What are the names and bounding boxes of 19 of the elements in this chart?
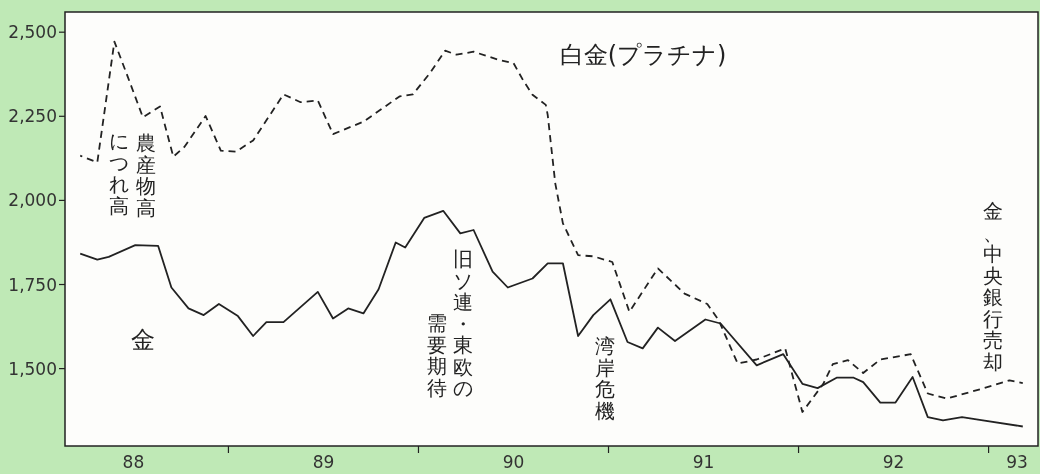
annotation: 湾岸危機 <box>595 334 615 423</box>
y-tick-label: 2,250 <box>8 106 57 127</box>
y-tick-label: 1,500 <box>8 358 57 379</box>
x-tick-label: 93 <box>1006 452 1028 472</box>
x-tick-label: 89 <box>312 452 335 472</box>
annotation: 需要期待 <box>427 311 447 400</box>
annotation: 旧ソ連・東欧の <box>453 247 473 400</box>
x-tick-label: 90 <box>502 452 525 472</box>
annotation: 金、中央銀行売却 <box>983 199 1003 374</box>
y-tick-label: 2,000 <box>8 190 57 211</box>
y-tick-label: 1,750 <box>8 274 57 295</box>
y-tick-label: 2,500 <box>8 22 57 43</box>
x-tick-label: 91 <box>692 452 715 472</box>
series-label: 金 <box>131 325 156 354</box>
annotation: につれ高 <box>109 129 129 218</box>
annotation: 農産物高 <box>136 131 156 220</box>
series-label: 白金(プラチナ) <box>559 40 727 69</box>
x-tick-label: 92 <box>882 452 905 472</box>
x-tick-label: 88 <box>122 452 145 472</box>
